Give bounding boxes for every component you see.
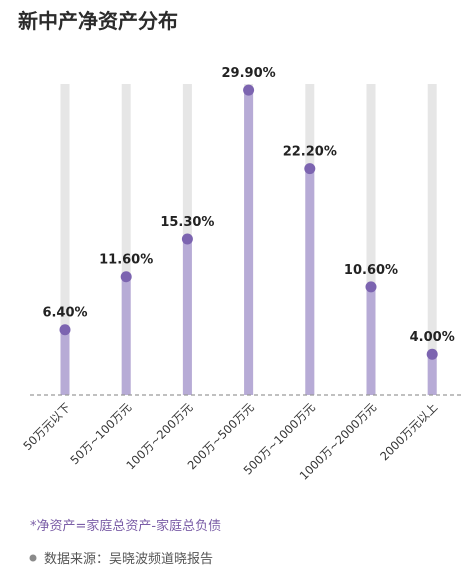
bar	[305, 168, 315, 395]
bar	[121, 276, 131, 395]
bar-track	[366, 84, 376, 395]
bar-dot	[365, 281, 377, 293]
source-bullet	[29, 554, 37, 562]
chart-title: 新中产净资产分布	[18, 9, 178, 33]
bar-track	[121, 84, 131, 395]
value-label: 11.60%	[99, 253, 153, 268]
bar	[366, 286, 376, 395]
bar-dot	[120, 271, 132, 283]
bar-dot	[243, 84, 255, 96]
x-tick-label: 50万元以下	[20, 400, 73, 453]
value-label: 6.40%	[42, 306, 87, 321]
bar-track	[427, 84, 437, 395]
source-text: 数据来源：吴晓波频道晓报告	[44, 552, 213, 567]
bar-dot	[59, 324, 71, 336]
bar	[427, 354, 437, 395]
bar-track	[60, 84, 70, 395]
plot-area: 6.40%50万元以下11.60%50万~100万元15.30%100万~200…	[20, 66, 454, 483]
x-tick-label: 2000万元以上	[377, 400, 440, 463]
bar	[244, 90, 254, 395]
bar-dot	[426, 348, 438, 360]
bar	[60, 329, 70, 395]
value-label: 10.60%	[344, 263, 398, 278]
value-label: 29.90%	[222, 66, 276, 81]
bar-dot	[181, 233, 193, 245]
value-label: 4.00%	[410, 330, 455, 345]
value-label: 15.30%	[160, 215, 214, 230]
value-label: 22.20%	[283, 145, 337, 160]
bar	[182, 238, 192, 395]
x-tick-label: 50万~100万元	[67, 400, 134, 467]
footnote: *净资产=家庭总资产-家庭总负债	[30, 518, 221, 534]
bar-dot	[304, 163, 316, 175]
